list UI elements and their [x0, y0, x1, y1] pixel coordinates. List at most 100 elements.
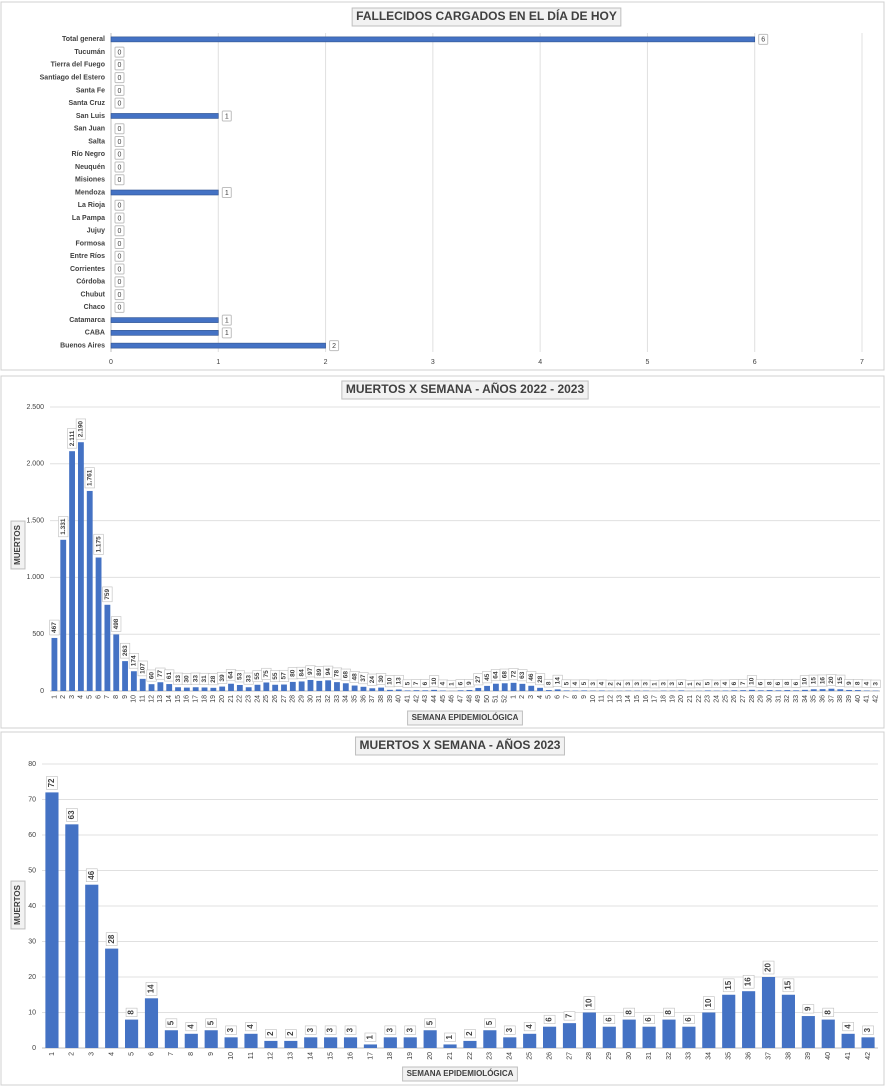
y-tick-label: Buenos Aires [60, 342, 105, 349]
bar [104, 604, 111, 691]
y-tick-label: CABA [85, 330, 105, 337]
bar [60, 539, 67, 691]
x-tick-label: 50 [484, 695, 491, 703]
bar [404, 690, 411, 691]
chart-title-box [341, 380, 589, 400]
bar [554, 689, 561, 691]
data-label: 9 [846, 681, 853, 685]
x-tick-label: 37 [369, 695, 376, 703]
x-axis-title-box [402, 1066, 518, 1082]
bar [184, 1033, 198, 1048]
x-tick-label: 28 [290, 695, 297, 703]
x-tick-label: 20 [219, 695, 226, 703]
data-label-box [114, 199, 125, 211]
x-tick-label: 8 [113, 695, 120, 699]
x-tick-label: 36 [745, 1052, 752, 1060]
data-label: 4 [572, 682, 579, 686]
data-label: 0 [118, 254, 122, 261]
x-tick-label: 43 [422, 695, 429, 703]
data-label: 48 [351, 673, 358, 681]
data-label: 1 [225, 317, 229, 324]
data-label: 3 [872, 682, 879, 686]
data-label: 78 [334, 670, 341, 678]
data-label: 3 [625, 682, 632, 686]
y-axis-title: MUERTOS [13, 524, 22, 565]
bar [110, 189, 219, 196]
y-tick-label: Río Negro [72, 151, 105, 158]
data-label: 15 [784, 980, 793, 989]
bar [563, 690, 570, 691]
bar [192, 687, 199, 691]
y-tick-label: Entre Ríos [70, 253, 105, 260]
x-tick-label: 28 [586, 1052, 593, 1060]
bar [113, 634, 120, 691]
data-label: 0 [118, 126, 122, 133]
bar [183, 687, 190, 691]
data-label: 64 [228, 671, 235, 679]
data-label-box [822, 1007, 835, 1017]
data-label-box [102, 586, 113, 603]
data-label: 7 [740, 681, 747, 685]
y-tick-label: Córdoba [76, 279, 105, 286]
data-label-box [114, 123, 125, 135]
x-tick-label: 5 [128, 1052, 135, 1056]
y-tick-label: San Luis [76, 113, 105, 120]
data-label-box [225, 1025, 237, 1035]
data-label-box [484, 1018, 496, 1028]
data-label: 1 [448, 682, 455, 686]
bar [484, 685, 490, 691]
data-label-box [758, 33, 769, 45]
bar [201, 687, 208, 691]
data-label-box [364, 1032, 377, 1042]
bar [272, 684, 279, 691]
bar [722, 994, 736, 1048]
data-label-box [464, 1029, 476, 1039]
data-label: 46 [528, 673, 535, 681]
bar [682, 1026, 696, 1048]
x-tick-label: 33 [334, 695, 341, 703]
data-label-box [683, 1014, 695, 1025]
x-tick-label: 20 [427, 1052, 434, 1060]
y-tick-label: 2.000 [26, 461, 44, 468]
x-tick-label: 39 [387, 695, 394, 703]
data-label: 0 [118, 241, 122, 248]
data-label: 94 [325, 668, 332, 676]
bar [281, 684, 287, 691]
x-tick-label: 31 [316, 695, 323, 703]
data-label: 0 [118, 139, 122, 146]
x-tick-label: 14 [625, 695, 632, 703]
data-label: 4 [525, 1024, 534, 1029]
x-tick-label: 3 [69, 695, 76, 699]
x-tick-label: 7 [563, 695, 570, 699]
x-tick-label: 37 [828, 695, 835, 703]
data-label: 9 [803, 1006, 812, 1011]
bar [413, 690, 420, 691]
x-tick-label: 26 [272, 695, 279, 703]
data-label: 6 [758, 681, 765, 685]
data-label: 8 [784, 681, 791, 685]
y-tick-label: Misiones [75, 177, 105, 184]
data-label-box [245, 1022, 257, 1032]
data-label-box [114, 225, 125, 237]
bar [523, 1033, 537, 1048]
data-label: 5 [563, 681, 570, 685]
data-label: 7 [413, 681, 420, 685]
x-tick-label: 1 [510, 695, 517, 699]
x-tick-label: 11 [599, 695, 606, 702]
data-label: 30 [184, 675, 191, 683]
x-tick-label: 4 [538, 359, 542, 366]
data-label: 3 [660, 682, 667, 686]
x-tick-label: 2 [324, 359, 328, 366]
data-label: 1 [225, 113, 229, 120]
data-label-box [120, 642, 131, 659]
bar [130, 671, 137, 691]
bar [369, 688, 376, 691]
data-label-box [114, 250, 125, 262]
data-label: 63 [67, 810, 76, 819]
data-label: 68 [343, 671, 350, 679]
data-label-box [114, 72, 125, 84]
data-label-box [543, 1014, 556, 1025]
data-label: 55 [254, 672, 261, 680]
data-label-box [384, 1025, 397, 1035]
data-label-box [145, 982, 158, 996]
